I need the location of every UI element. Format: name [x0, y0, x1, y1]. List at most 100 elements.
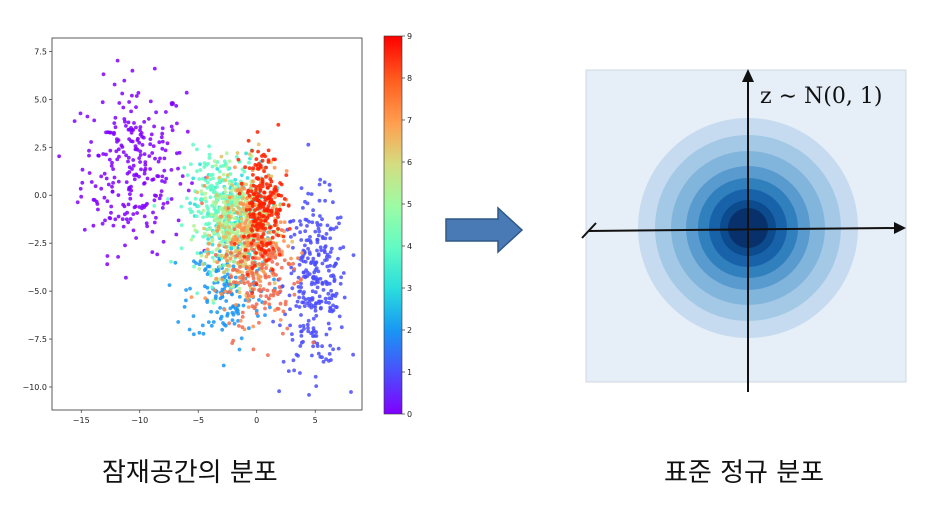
scatter-point-9	[254, 187, 258, 192]
scatter-point-1	[321, 288, 326, 292]
scatter-point-7	[227, 195, 232, 200]
colorbar-tick-label: 3	[407, 284, 412, 293]
scatter-point-0	[126, 202, 131, 207]
scatter-point-5	[192, 224, 196, 228]
scatter-point-9	[248, 207, 252, 212]
scatter-point-4	[210, 164, 215, 169]
scatter-point-6	[237, 290, 242, 295]
scatter-point-4	[206, 210, 211, 215]
scatter-point-9	[270, 235, 275, 240]
scatter-point-4	[192, 264, 196, 269]
scatter-point-1	[334, 225, 339, 230]
scatter-point-4	[190, 209, 195, 214]
scatter-point-1	[336, 346, 341, 351]
scatter-point-0	[135, 147, 140, 152]
scatter-point-9	[256, 167, 261, 171]
y-tick-label: 2.5	[34, 143, 47, 152]
scatter-point-9	[270, 268, 275, 272]
scatter-point-5	[208, 227, 212, 232]
scatter-point-4	[203, 178, 208, 183]
scatter-point-1	[288, 220, 292, 224]
scatter-point-8	[254, 270, 259, 275]
scatter-point-4	[214, 208, 218, 213]
scatter-point-9	[261, 243, 265, 248]
scatter-point-8	[231, 267, 236, 272]
scatter-point-1	[321, 359, 326, 364]
x-axis-ticks: −15 −10 −5 0 5	[73, 410, 318, 425]
scatter-point-9	[264, 259, 269, 263]
scatter-point-9	[253, 263, 257, 268]
scatter-point-1	[315, 248, 319, 253]
scatter-point-1	[310, 353, 314, 358]
scatter-point-1	[320, 261, 325, 266]
scatter-point-0	[79, 194, 84, 199]
scatter-point-4	[234, 155, 239, 159]
y-tick-label: −2.5	[28, 239, 47, 248]
scatter-point-1	[301, 206, 305, 210]
x-axis	[587, 227, 897, 232]
scatter-point-0	[57, 154, 61, 159]
scatter-point-9	[256, 216, 261, 221]
scatter-point-4	[208, 177, 213, 182]
scatter-point-5	[211, 230, 216, 235]
scatter-point-1	[314, 301, 318, 306]
scatter-point-8	[226, 206, 231, 211]
scatter-point-6	[224, 268, 229, 272]
scatter-point-3	[192, 202, 197, 207]
scatter-point-7	[246, 299, 251, 304]
scatter-point-2	[222, 282, 227, 287]
scatter-point-1	[310, 220, 315, 225]
arrow-icon	[445, 206, 524, 254]
scatter-point-9	[251, 173, 255, 177]
scatter-point-9	[254, 195, 259, 200]
scatter-point-1	[306, 296, 311, 301]
scatter-point-8	[258, 294, 263, 298]
scatter-point-0	[126, 155, 131, 160]
scatter-point-1	[320, 282, 325, 286]
scatter-point-9	[256, 198, 261, 203]
y-tick-label: 7.5	[34, 47, 47, 56]
scatter-point-9	[255, 227, 260, 232]
scatter-point-8	[247, 283, 252, 287]
scatter-point-2	[221, 363, 226, 368]
scatter-point-5	[220, 211, 225, 215]
scatter-point-0	[139, 193, 144, 198]
scatter-point-1	[298, 344, 303, 348]
scatter-point-2	[205, 300, 210, 304]
latent-distribution-caption: 잠재공간의 분포	[102, 458, 278, 488]
scatter-point-8	[258, 289, 263, 294]
scatter-point-8	[279, 265, 284, 270]
scatter-point-0	[176, 166, 180, 171]
scatter-point-0	[130, 93, 134, 98]
scatter-point-6	[240, 196, 245, 201]
scatter-point-7	[224, 245, 228, 250]
scatter-point-9	[243, 248, 248, 252]
y-tick-label: −7.5	[28, 335, 47, 344]
scatter-point-1	[315, 341, 320, 346]
scatter-point-0	[176, 218, 181, 223]
scatter-point-8	[295, 280, 300, 285]
scatter-point-1	[307, 299, 312, 304]
scatter-point-0	[116, 255, 120, 259]
scatter-point-1	[286, 369, 291, 373]
scatter-point-3	[215, 167, 220, 171]
scatter-point-2	[241, 303, 246, 308]
scatter-point-0	[185, 129, 190, 134]
scatter-point-1	[303, 275, 308, 280]
scatter-point-1	[309, 192, 314, 197]
scatter-point-1	[331, 200, 335, 205]
scatter-point-6	[223, 178, 228, 183]
scatter-point-9	[262, 190, 267, 195]
scatter-point-0	[122, 78, 127, 83]
scatter-point-0	[89, 180, 94, 184]
scatter-point-9	[272, 187, 277, 192]
scatter-point-7	[238, 201, 243, 206]
scatter-point-1	[351, 253, 356, 257]
scatter-point-4	[209, 273, 213, 278]
scatter-point-0	[135, 211, 140, 215]
scatter-point-0	[165, 200, 170, 205]
scatter-point-0	[174, 104, 179, 108]
scatter-point-9	[264, 165, 268, 170]
scatter-point-2	[237, 295, 242, 299]
scatter-point-0	[148, 167, 153, 171]
